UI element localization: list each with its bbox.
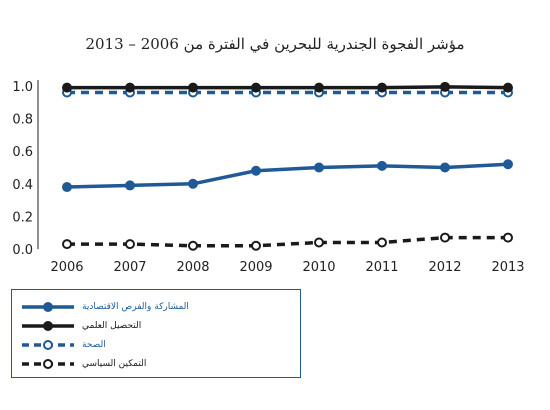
data-point bbox=[62, 82, 72, 93]
data-point bbox=[314, 82, 324, 93]
data-point bbox=[125, 180, 135, 191]
data-point bbox=[251, 82, 261, 93]
data-point bbox=[440, 162, 450, 173]
legend-swatch bbox=[22, 340, 74, 350]
x-tick-label: 2012 bbox=[428, 260, 461, 275]
y-tick-label: 0.6 bbox=[12, 145, 33, 160]
line-chart: 0.0 0.2 0.4 0.6 0.8 1.0 2006 2007 2008 2009 2010 20… bbox=[12, 80, 525, 275]
data-point bbox=[377, 82, 387, 93]
x-tick-label: 2008 bbox=[176, 260, 209, 275]
data-point bbox=[251, 240, 261, 251]
series-group bbox=[62, 232, 513, 251]
data-point bbox=[62, 239, 72, 250]
data-point bbox=[251, 165, 261, 176]
x-tick-label: 2006 bbox=[50, 260, 83, 275]
legend-swatch-marker bbox=[43, 359, 53, 369]
x-tick-label: 2010 bbox=[302, 260, 335, 275]
y-tick-label: 1.0 bbox=[12, 80, 33, 95]
series-group bbox=[62, 81, 513, 93]
y-tick-label: 0.2 bbox=[12, 210, 33, 225]
x-tick-label: 2007 bbox=[113, 260, 146, 275]
chart-title: مؤشر الفجوة الجندرية للبحرين في الفترة م… bbox=[85, 35, 465, 53]
data-point bbox=[503, 82, 513, 93]
data-point bbox=[125, 82, 135, 93]
data-point bbox=[62, 182, 72, 193]
legend-swatch-marker bbox=[43, 321, 53, 331]
legend: المشاركة والفرص الاقتصادية التحصيل العلمي… bbox=[11, 289, 301, 378]
y-tick-label: 0.8 bbox=[12, 113, 33, 128]
series-line bbox=[67, 85, 509, 90]
x-tick-label: 2011 bbox=[365, 260, 398, 275]
data-point bbox=[440, 81, 450, 92]
series-line bbox=[67, 235, 508, 248]
legend-item: الصحة bbox=[12, 336, 300, 354]
data-point bbox=[188, 82, 198, 93]
data-point bbox=[503, 232, 513, 243]
legend-item: المشاركة والفرص الاقتصادية bbox=[12, 298, 300, 316]
legend-label: الصحة bbox=[82, 340, 106, 350]
data-point bbox=[440, 232, 450, 243]
data-point bbox=[125, 239, 135, 250]
data-point bbox=[188, 240, 198, 251]
legend-label: المشاركة والفرص الاقتصادية bbox=[82, 302, 189, 312]
data-point bbox=[503, 159, 513, 170]
legend-swatch bbox=[22, 359, 74, 369]
legend-swatch bbox=[22, 302, 74, 312]
series-group bbox=[62, 159, 513, 193]
legend-swatch-marker bbox=[43, 302, 53, 312]
data-point bbox=[188, 178, 198, 189]
x-tick-label: 2013 bbox=[491, 260, 524, 275]
y-tick-label: 0.4 bbox=[12, 178, 33, 193]
y-tick-label: 0.0 bbox=[12, 243, 33, 258]
legend-label: التحصيل العلمي bbox=[82, 321, 142, 331]
legend-swatch-marker bbox=[43, 340, 53, 350]
data-point bbox=[377, 237, 387, 248]
data-point bbox=[314, 237, 324, 248]
series-line bbox=[66, 162, 509, 189]
legend-label: التمكين السياسي bbox=[82, 359, 147, 369]
legend-swatch bbox=[22, 321, 74, 331]
legend-item: التمكين السياسي bbox=[12, 355, 300, 373]
x-tick-label: 2009 bbox=[239, 260, 272, 275]
data-point bbox=[314, 162, 324, 173]
data-point bbox=[377, 160, 387, 171]
legend-item: التحصيل العلمي bbox=[12, 317, 300, 335]
